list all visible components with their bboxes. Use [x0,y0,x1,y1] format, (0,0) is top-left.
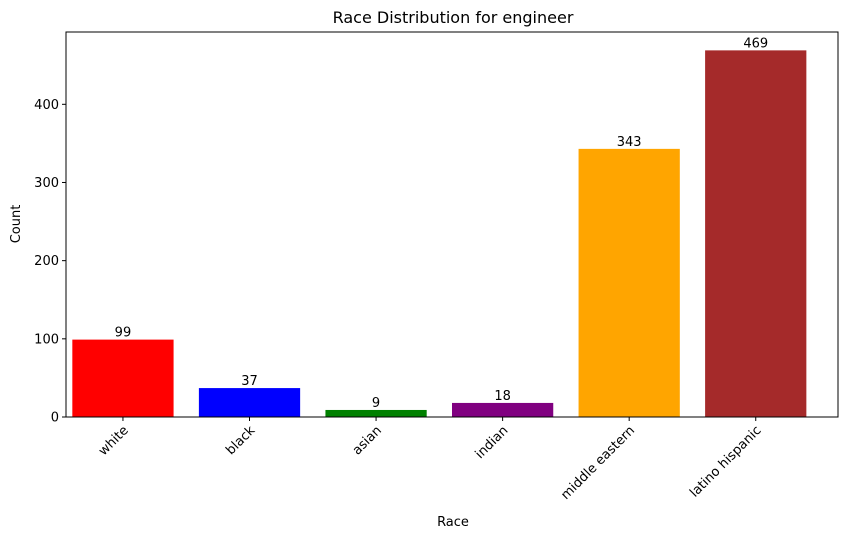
y-tick-label: 400 [34,98,59,113]
x-tick-label: black [223,423,258,458]
chart-title: Race Distribution for engineer [333,8,574,27]
y-tick-label: 0 [51,411,59,426]
bar-latino-hispanic [705,50,807,418]
data-label: 37 [241,374,258,389]
plot-area: 99 white 37 black 9 asian 18 indian 343 middle ea… [34,31,839,503]
bar-asian [325,409,427,417]
x-axis-label: Race [437,515,469,530]
data-label: 18 [494,389,511,404]
axes-frame [65,31,839,418]
y-axis-label: Count [9,205,24,244]
bar-middle-eastern [578,148,680,417]
x-tick-label: latino hispanic [687,423,764,500]
y-tick-label: 300 [34,176,59,191]
x-tick-label: indian [473,423,512,462]
data-label: 343 [617,135,642,150]
x-tick-label: asian [350,423,385,458]
y-tick-label: 100 [34,332,59,347]
bar-black [198,388,301,417]
data-label: 469 [743,36,768,51]
x-tick-label: middle eastern [558,423,638,503]
y-tick-label: 200 [34,254,59,269]
x-tick-label: white [96,423,132,459]
bar-white [72,339,174,417]
data-label: 99 [115,326,132,341]
bar-indian [452,402,554,417]
data-label: 9 [372,396,380,411]
